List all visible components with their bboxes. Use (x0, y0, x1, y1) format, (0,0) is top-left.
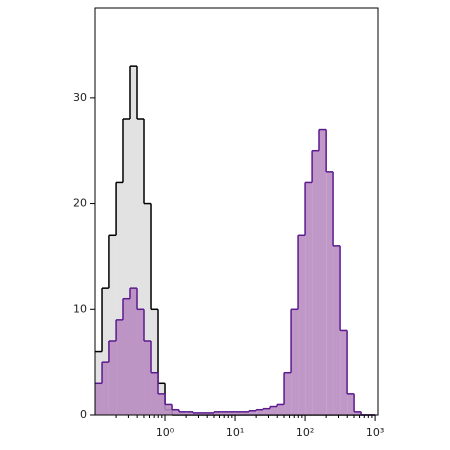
bar (340, 330, 348, 415)
bar (137, 119, 145, 415)
bar (129, 288, 138, 415)
bar (116, 319, 123, 415)
bar (207, 412, 215, 415)
bar (326, 171, 334, 415)
bar (347, 393, 355, 415)
bar (263, 408, 271, 415)
bar (151, 309, 159, 415)
y-tick-label: 30 (73, 91, 87, 104)
bar (235, 411, 243, 415)
bar (284, 372, 292, 415)
bar (214, 411, 222, 415)
bar (248, 410, 257, 415)
bar (318, 129, 327, 416)
bar (122, 298, 130, 415)
bar (298, 235, 306, 415)
bar (151, 372, 159, 415)
x-tick-label: 10² (296, 426, 314, 439)
bar (144, 203, 152, 415)
bar (122, 119, 130, 415)
bar (129, 66, 138, 416)
y-tick-label: 20 (73, 197, 87, 210)
bar (116, 182, 123, 415)
bar (200, 412, 208, 415)
x-tick-label: 10¹ (226, 426, 244, 439)
plot-frame (94, 7, 379, 416)
bar (256, 409, 264, 415)
bar (354, 411, 362, 415)
bar (270, 406, 278, 415)
bar (158, 393, 166, 415)
bar (291, 309, 299, 415)
bar (165, 404, 173, 415)
bar (144, 341, 152, 415)
bar (178, 411, 187, 415)
bar (102, 362, 109, 415)
bar (277, 404, 285, 415)
bar (108, 341, 117, 415)
bar (137, 309, 145, 415)
y-tick-label: 10 (73, 302, 87, 315)
bar (95, 383, 103, 415)
bar (228, 411, 236, 415)
bar (312, 150, 319, 415)
bar (221, 411, 229, 415)
bar (108, 235, 117, 415)
bar (172, 409, 179, 415)
bar (333, 245, 341, 415)
bar (305, 182, 313, 415)
y-tick-label: 0 (80, 408, 87, 421)
x-tick-label: 10³ (366, 426, 384, 439)
bar (186, 411, 194, 415)
bar (102, 288, 109, 415)
bar (242, 411, 249, 415)
x-tick-label: 10⁰ (156, 426, 175, 439)
bar (193, 412, 201, 415)
